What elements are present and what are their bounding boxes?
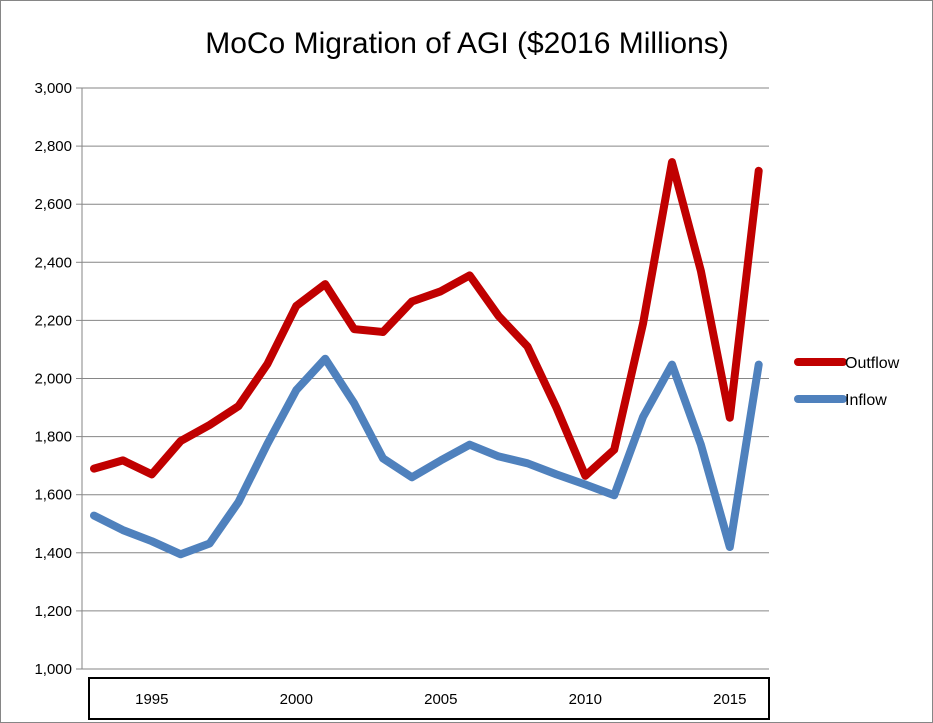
x-axis-ticks: 1995 2000 2005 2010 2015 — [88, 677, 770, 720]
y-tick-label: 2,800 — [34, 138, 72, 155]
x-tick-label: 1995 — [135, 691, 168, 708]
y-tick-label: 3,000 — [34, 80, 72, 97]
chart-title: MoCo Migration of AGI ($2016 Millions) — [205, 27, 729, 60]
gridlines — [82, 87, 769, 612]
y-tick-label: 2,400 — [34, 254, 72, 271]
series-line-outflow — [90, 158, 763, 480]
legend: Outflow Inflow — [794, 355, 900, 409]
series-line-inflow — [90, 354, 763, 559]
y-tick-label: 1,000 — [34, 661, 72, 678]
y-tick-label: 1,800 — [34, 429, 72, 446]
y-tick-label: 1,200 — [34, 603, 72, 620]
legend-label-outflow: Outflow — [845, 355, 900, 372]
y-tick-label: 2,000 — [34, 371, 72, 388]
y-tick-label: 1,400 — [34, 545, 72, 562]
y-tick-label: 2,600 — [34, 196, 72, 213]
x-tick-label: 2010 — [569, 691, 602, 708]
x-tick-label: 2015 — [713, 691, 746, 708]
x-tick-label: 2000 — [280, 691, 313, 708]
x-axis-label-box — [88, 677, 770, 720]
series-lines — [90, 158, 763, 559]
x-tick-label: 2005 — [424, 691, 457, 708]
legend-label-inflow: Inflow — [845, 392, 887, 409]
y-axis-ticks: 1,000 1,200 1,400 1,600 1,800 2,000 2,200 2,400… — [34, 80, 82, 678]
y-tick-label: 1,600 — [34, 487, 72, 504]
y-tick-label: 2,200 — [34, 312, 72, 329]
